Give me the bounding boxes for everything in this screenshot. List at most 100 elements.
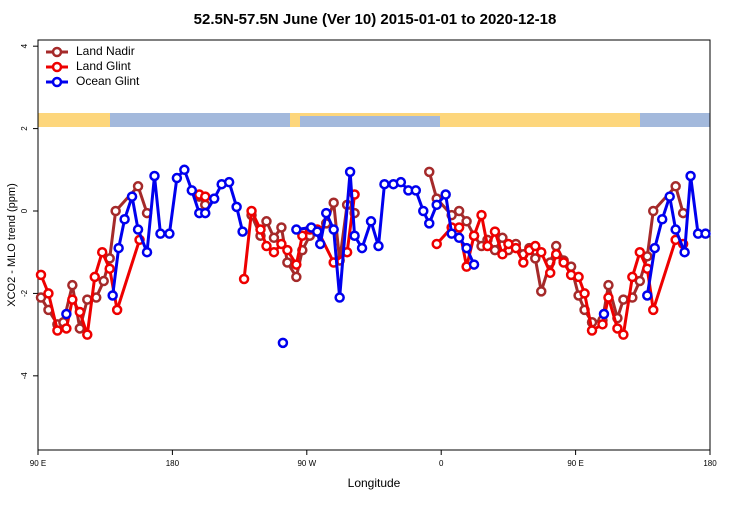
data-point <box>373 240 384 252</box>
data-point <box>461 216 472 227</box>
data-point <box>67 279 78 291</box>
y-axis-label: XCO2 - MLO trend (ppm) <box>6 183 18 306</box>
data-point <box>334 292 345 303</box>
data-point <box>679 246 690 258</box>
data-point <box>268 232 280 244</box>
data-point <box>544 267 556 279</box>
data-point <box>497 249 508 260</box>
data-point <box>179 164 190 176</box>
data-point <box>186 185 198 196</box>
data-point <box>96 246 108 258</box>
data-point <box>261 240 272 252</box>
legend-label: Land Nadir <box>76 44 135 58</box>
data-point <box>282 257 293 268</box>
data-point <box>510 242 522 254</box>
data-point <box>276 238 287 250</box>
data-point <box>395 176 407 188</box>
data-point <box>670 181 681 192</box>
ocean-band <box>640 113 710 127</box>
data-point <box>113 242 124 254</box>
data-point <box>677 207 689 219</box>
data-point <box>597 319 608 330</box>
data-point <box>104 263 115 274</box>
data-point <box>223 176 235 188</box>
data-point <box>649 242 660 254</box>
x-tick-label: 180 <box>166 459 180 468</box>
data-point <box>132 181 144 192</box>
data-point <box>111 304 123 316</box>
data-point <box>476 209 487 221</box>
series-line <box>39 239 141 336</box>
data-point <box>67 294 78 305</box>
data-point <box>231 201 242 213</box>
legend-label: Ocean Glint <box>76 74 140 88</box>
data-point <box>52 325 63 336</box>
data-point <box>618 294 629 305</box>
data-point <box>297 230 308 241</box>
data-point <box>598 308 610 320</box>
x-tick-label: 180 <box>703 459 717 468</box>
data-point <box>685 170 696 182</box>
data-point <box>618 329 629 340</box>
data-point <box>670 224 681 235</box>
data-point <box>424 218 435 229</box>
data-point <box>291 224 302 235</box>
data-point <box>410 185 422 196</box>
data-point <box>664 191 675 202</box>
chart-title: 52.5N-57.5N June (Ver 10) 2015-01-01 to … <box>194 11 557 28</box>
data-point <box>550 249 562 260</box>
y-tick-label: -2 <box>20 289 29 297</box>
data-point <box>418 205 429 217</box>
legend-swatch-marker <box>51 61 63 73</box>
data-point <box>579 288 590 299</box>
data-point <box>277 337 289 349</box>
y-tick-label: 2 <box>20 126 29 131</box>
data-point <box>246 205 257 217</box>
data-point <box>453 222 465 233</box>
data-point <box>536 246 547 258</box>
data-point <box>107 290 118 301</box>
x-tick-label: 0 <box>439 459 444 468</box>
data-point <box>314 238 326 250</box>
data-point <box>468 230 480 241</box>
data-point <box>634 246 646 258</box>
data-point <box>200 207 211 219</box>
data-point <box>440 189 451 200</box>
data-point <box>536 286 547 297</box>
y-tick-label: 4 <box>20 43 29 48</box>
data-point <box>61 308 72 320</box>
data-point <box>573 271 584 283</box>
x-tick-label: 90 E <box>30 459 46 468</box>
data-point <box>98 275 109 287</box>
data-point <box>328 197 339 209</box>
data-point <box>238 273 250 285</box>
data-point <box>171 172 183 184</box>
data-point <box>431 199 442 211</box>
data-point <box>200 191 211 202</box>
data-point <box>612 323 623 334</box>
data-point <box>74 323 86 334</box>
x-axis-label: Longitude <box>348 476 401 490</box>
data-point <box>282 244 293 256</box>
x-tick-label: 90 E <box>567 459 583 468</box>
data-point <box>489 226 501 237</box>
data-point <box>61 323 72 334</box>
data-point <box>149 170 160 182</box>
data-point <box>255 224 266 235</box>
data-point <box>74 306 86 318</box>
data-point <box>320 207 332 219</box>
data-point <box>603 292 614 303</box>
data-point <box>328 224 339 235</box>
data-point <box>164 228 175 239</box>
x-tick-label: 90 W <box>297 459 316 468</box>
data-point <box>530 240 541 252</box>
data-point <box>530 253 541 264</box>
ocean-band <box>110 113 290 127</box>
data-point <box>261 216 272 227</box>
data-point <box>603 279 614 291</box>
data-point <box>656 213 668 225</box>
data-point <box>453 205 465 217</box>
data-point <box>110 205 121 217</box>
